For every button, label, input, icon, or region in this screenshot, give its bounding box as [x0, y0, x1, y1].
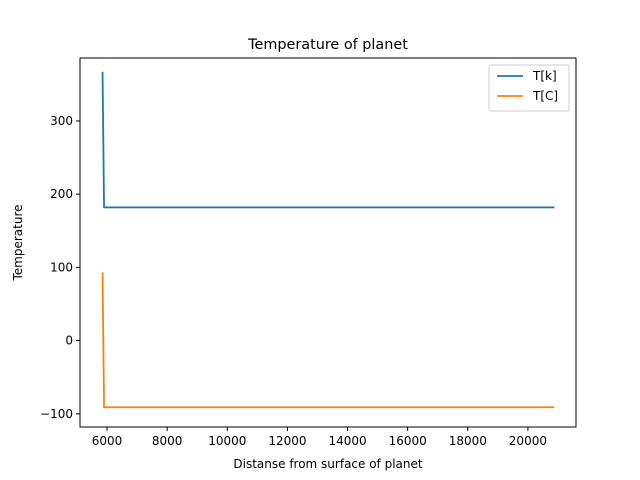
plot-frame	[79, 57, 577, 428]
x-axis-label: Distanse from surface of planet	[233, 457, 423, 471]
legend-label: T[C]	[532, 89, 558, 103]
x-tick-label: 14000	[328, 434, 366, 448]
x-tick-label: 18000	[449, 434, 487, 448]
y-tick-label: 0	[65, 334, 73, 348]
x-tick-label: 20000	[509, 434, 547, 448]
x-tick-label: 16000	[389, 434, 427, 448]
legend-box	[488, 64, 570, 112]
y-axis: −100 0 100 200 300	[40, 114, 80, 421]
y-tick-label: 300	[50, 114, 73, 128]
x-tick-label: 12000	[268, 434, 306, 448]
chart-title: Temperature of planet	[247, 37, 408, 53]
x-tick-label: 8000	[152, 434, 183, 448]
series-line-1	[101, 272, 555, 409]
legend-label: T[k]	[532, 69, 557, 83]
y-tick-label: −100	[40, 407, 73, 421]
plot-lines	[101, 71, 555, 409]
x-tick-label: 6000	[92, 434, 123, 448]
series-line-0	[101, 71, 555, 209]
x-tick-label: 10000	[208, 434, 246, 448]
x-axis: 6000 8000 10000 12000 14000 16000 18000 20000	[92, 427, 547, 448]
y-axis-label: Temperature	[11, 204, 25, 281]
legend: T[k] T[C]	[488, 64, 570, 112]
y-tick-label: 100	[50, 260, 73, 274]
y-tick-label: 200	[50, 187, 73, 201]
